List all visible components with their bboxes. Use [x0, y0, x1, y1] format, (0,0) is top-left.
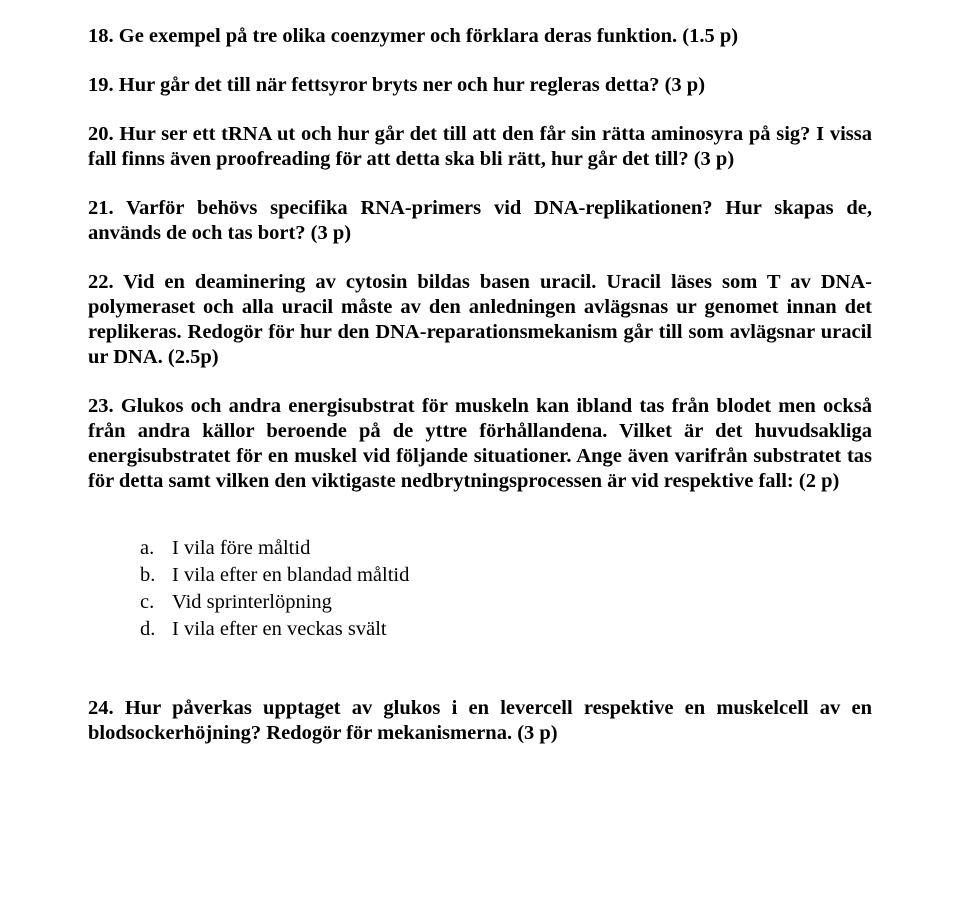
question-18: 18. Ge exempel på tre olika coenzymer oc… — [88, 24, 872, 49]
option-label: c. — [140, 590, 172, 615]
question-22: 22. Vid en deaminering av cytosin bildas… — [88, 270, 872, 370]
option-text: I vila efter en blandad måltid — [172, 563, 409, 588]
question-19: 19. Hur går det till när fettsyror bryts… — [88, 73, 872, 98]
option-label: d. — [140, 617, 172, 642]
option-c: c. Vid sprinterlöpning — [140, 590, 872, 615]
option-text: I vila före måltid — [172, 536, 310, 561]
question-20: 20. Hur ser ett tRNA ut och hur går det … — [88, 122, 872, 172]
spacer — [88, 656, 872, 696]
exam-page: 18. Ge exempel på tre olika coenzymer oc… — [0, 0, 960, 746]
option-b: b. I vila efter en blandad måltid — [140, 563, 872, 588]
option-label: b. — [140, 563, 172, 588]
question-24: 24. Hur påverkas upptaget av glukos i en… — [88, 696, 872, 746]
option-label: a. — [140, 536, 172, 561]
question-23: 23. Glukos och andra energisubstrat för … — [88, 394, 872, 494]
option-text: I vila efter en veckas svält — [172, 617, 387, 642]
option-d: d. I vila efter en veckas svält — [140, 617, 872, 642]
question-21: 21. Varför behövs specifika RNA-primers … — [88, 196, 872, 246]
option-a: a. I vila före måltid — [140, 536, 872, 561]
question-23-options: a. I vila före måltid b. I vila efter en… — [88, 536, 872, 642]
option-text: Vid sprinterlöpning — [172, 590, 332, 615]
